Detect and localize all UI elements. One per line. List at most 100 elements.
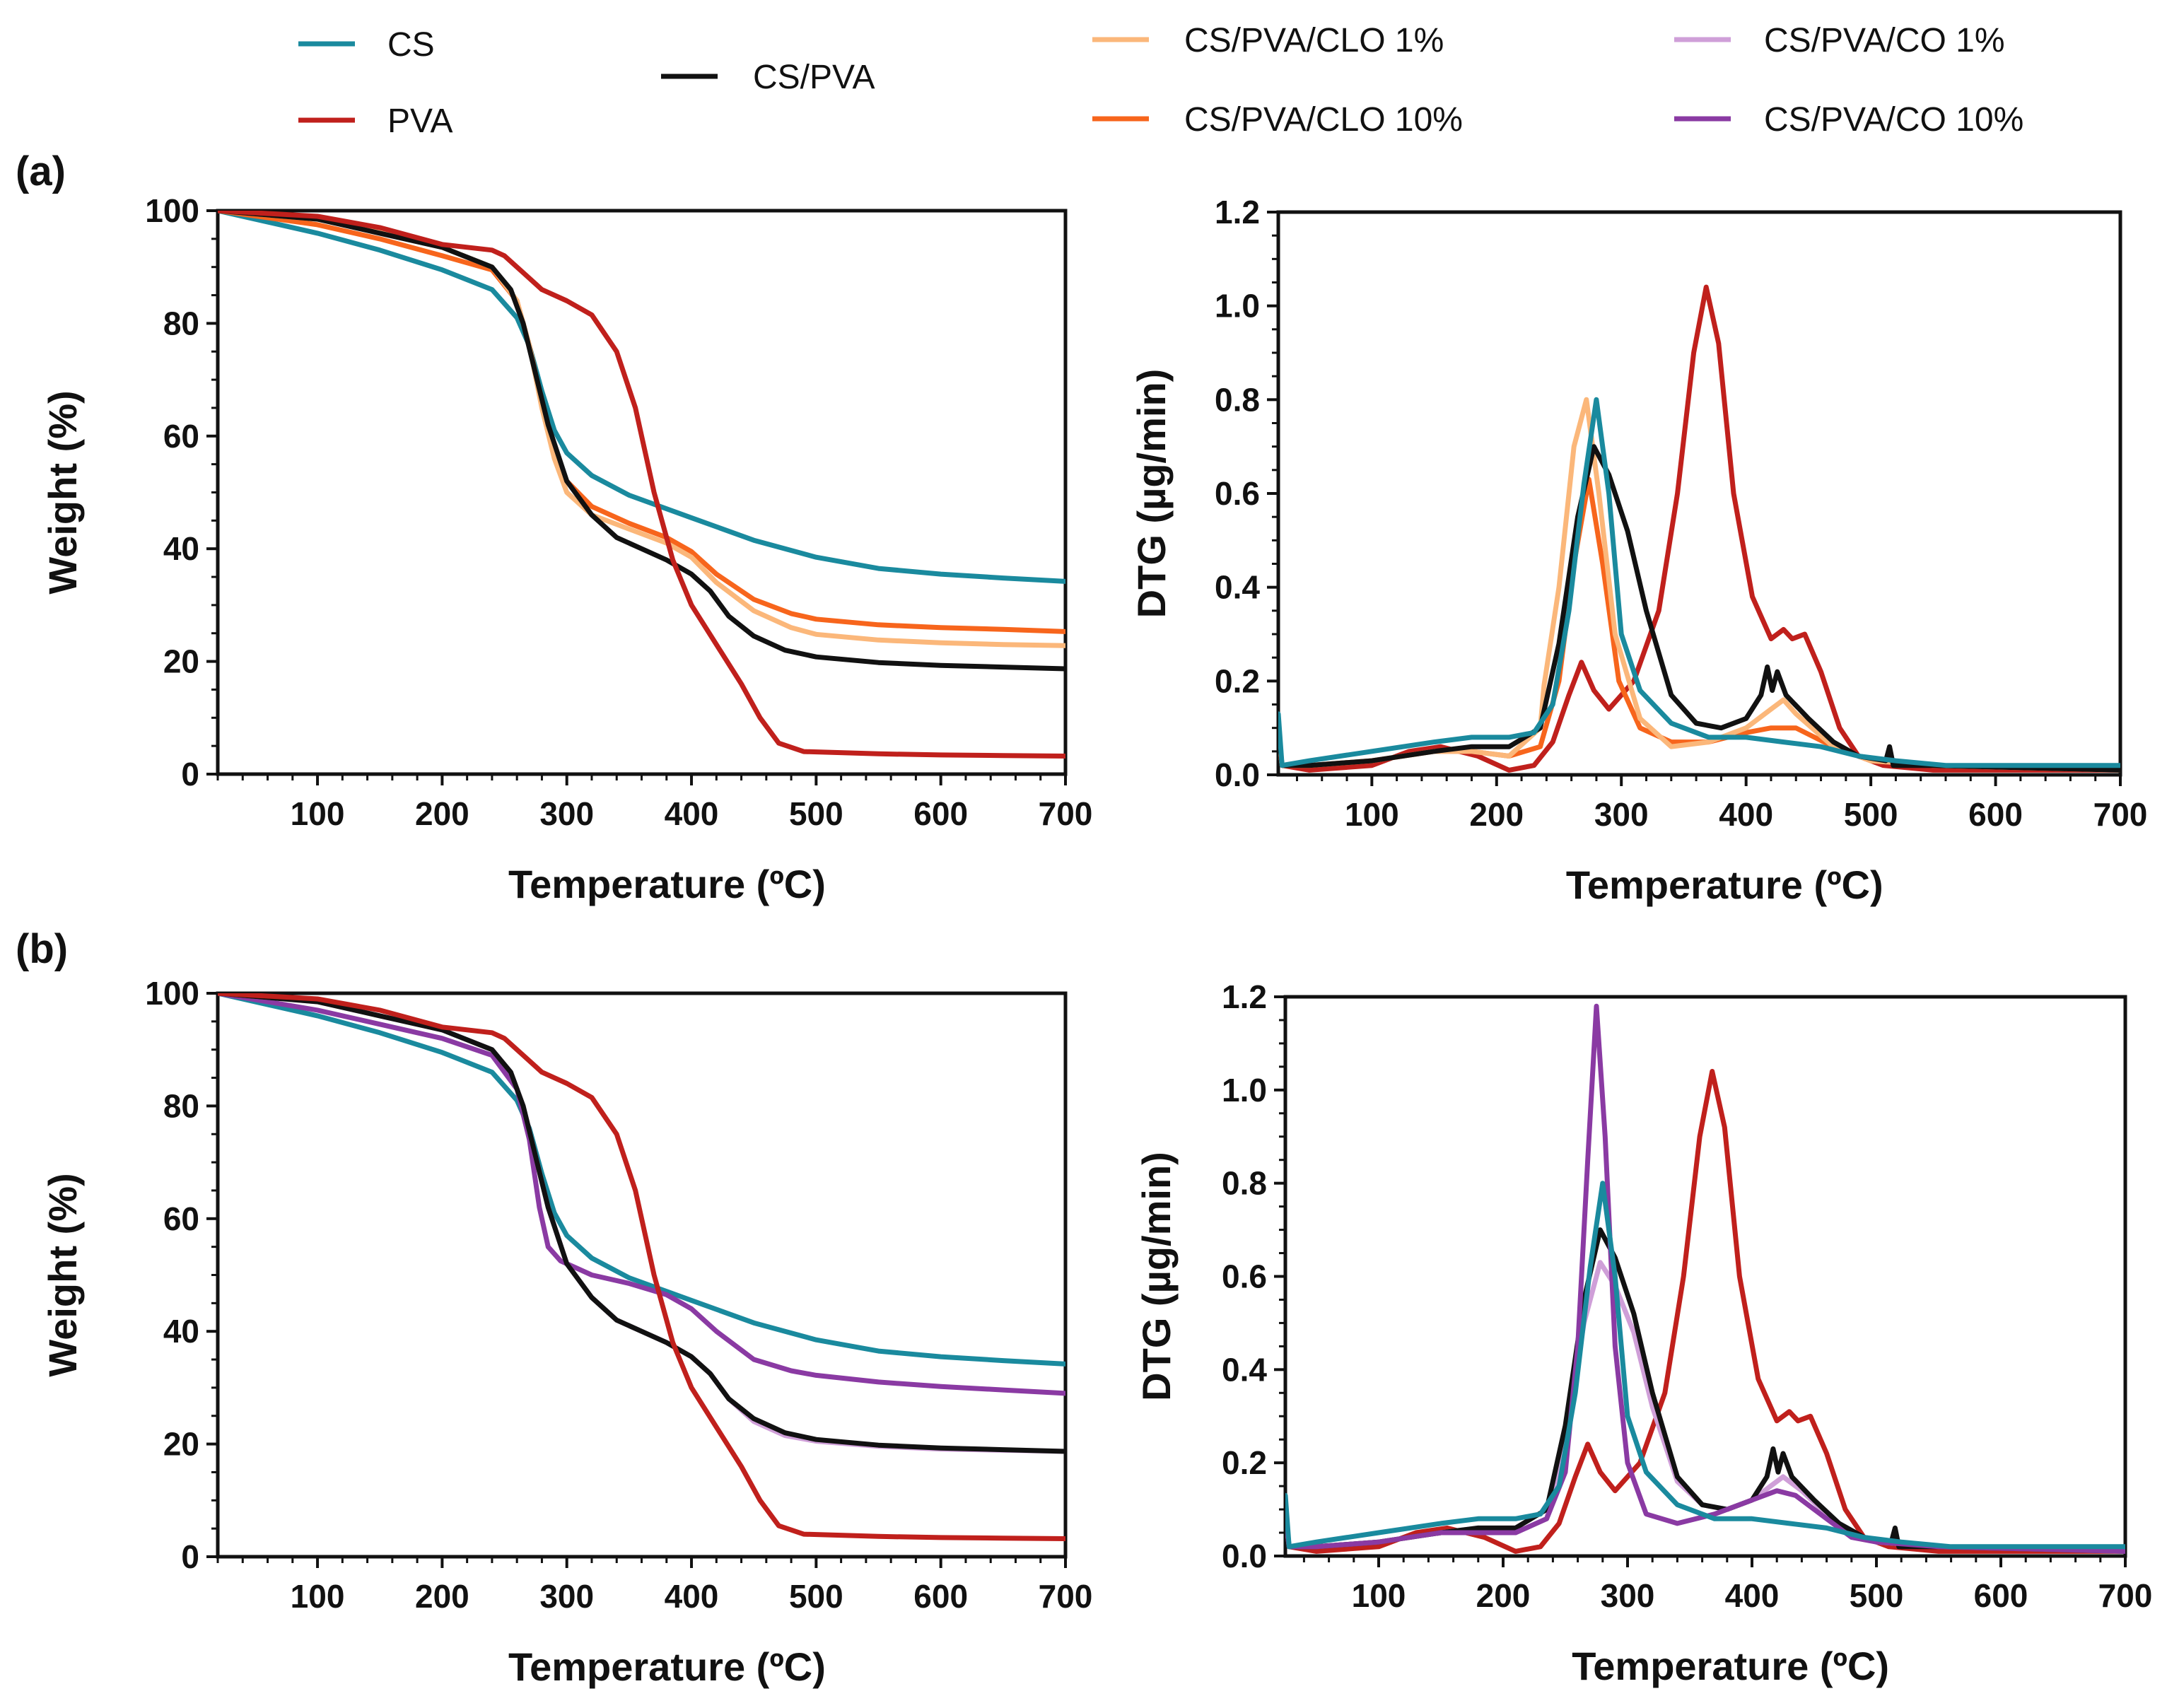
y-tick-label: 0.0 bbox=[1222, 1538, 1267, 1574]
x-axis-label: Temperature (ºC) bbox=[1572, 1644, 1889, 1688]
x-tick-label: 500 bbox=[789, 1578, 843, 1615]
legend-item-pva: PVA bbox=[298, 103, 452, 140]
x-tick-label: 500 bbox=[1844, 796, 1898, 833]
x-tick-label: 200 bbox=[1476, 1577, 1531, 1614]
y-tick-label: 20 bbox=[163, 1426, 199, 1463]
y-tick-label: 60 bbox=[163, 1200, 199, 1237]
legend-label-co10: CS/PVA/CO 10% bbox=[1764, 101, 2023, 139]
y-tick-label: 0.4 bbox=[1222, 1351, 1267, 1388]
legend-item-co1: CS/PVA/CO 1% bbox=[1674, 22, 2005, 59]
tga-chart-b: 100 200 300 400 500 600 700 0 20 40 60 80 100 Tempera… bbox=[40, 975, 1092, 1689]
plot-frame bbox=[216, 209, 1068, 776]
series-line-pva bbox=[1278, 284, 2120, 773]
y-tick-label: 100 bbox=[145, 975, 199, 1012]
y-tick-label: 0.2 bbox=[1222, 1444, 1267, 1481]
y-tick-label: 1.2 bbox=[1222, 978, 1267, 1015]
x-tick-label: 100 bbox=[1345, 796, 1399, 833]
x-tick-label: 300 bbox=[539, 795, 594, 832]
panel-label-a: (a) bbox=[16, 148, 66, 194]
x-tick-label: 500 bbox=[789, 795, 843, 832]
series-group bbox=[218, 211, 1065, 759]
legend-label-cs-pva: CS/PVA bbox=[753, 59, 875, 96]
series-group bbox=[218, 993, 1065, 1541]
series-line-cs-pva-co-10 bbox=[218, 993, 1065, 1396]
tga-chart-a: 100 200 300 400 500 600 700 0 20 40 60 80 100 Tempera… bbox=[40, 192, 1092, 906]
y-tick-label: 0.4 bbox=[1215, 569, 1260, 606]
series-line-cs bbox=[1278, 397, 2120, 768]
y-tick-label: 100 bbox=[145, 192, 199, 229]
x-tick-label: 400 bbox=[1719, 796, 1773, 833]
x-tick-label: 300 bbox=[1594, 796, 1649, 833]
series-line-pva bbox=[218, 993, 1065, 1541]
x-tick-label: 100 bbox=[291, 1578, 345, 1615]
legend-item-co10: CS/PVA/CO 10% bbox=[1674, 101, 2023, 139]
x-tick-label: 700 bbox=[2093, 796, 2148, 833]
series-group bbox=[1278, 284, 2120, 773]
series-line-cs-pva-co-1 bbox=[1285, 1260, 2125, 1554]
x-axis-label: Temperature (ºC) bbox=[1566, 862, 1883, 907]
x-tick-label: 700 bbox=[2098, 1577, 2153, 1614]
y-axis-label: DTG (µg/min) bbox=[1134, 1152, 1179, 1401]
y-tick-label: 0 bbox=[181, 1538, 199, 1575]
y-tick-label: 0.6 bbox=[1222, 1258, 1267, 1295]
y-tick-label: 1.0 bbox=[1222, 1072, 1267, 1109]
series-line-cs-pva bbox=[1285, 1227, 2125, 1554]
x-axis-label: Temperature (ºC) bbox=[508, 1644, 826, 1689]
x-tick-label: 400 bbox=[665, 795, 719, 832]
legend-item-cs-pva: CS/PVA bbox=[661, 59, 875, 96]
series-line-cs bbox=[218, 211, 1065, 584]
plot-frame bbox=[216, 991, 1068, 1559]
legend-item-cs: CS bbox=[298, 26, 435, 64]
y-tick-label: 0 bbox=[181, 756, 199, 792]
y-tick-label: 0.2 bbox=[1215, 662, 1260, 699]
series-line-cs-pva-co-10 bbox=[1285, 1003, 2125, 1554]
x-tick-label: 100 bbox=[291, 795, 345, 832]
legend-label-pva: PVA bbox=[387, 103, 452, 140]
series-line-cs bbox=[218, 993, 1065, 1367]
y-tick-label: 80 bbox=[163, 1087, 199, 1124]
legend: CS PVA CS/PVA CS/PVA/CLO 1% CS/PVA/CLO 1… bbox=[298, 22, 2023, 140]
legend-label-clo1: CS/PVA/CLO 1% bbox=[1184, 22, 1444, 59]
series-group bbox=[1285, 1003, 2125, 1554]
x-tick-label: 500 bbox=[1850, 1577, 1904, 1614]
legend-label-co1: CS/PVA/CO 1% bbox=[1764, 22, 2005, 59]
series-line-cs bbox=[1285, 1181, 2125, 1550]
legend-item-clo1: CS/PVA/CLO 1% bbox=[1092, 22, 1444, 59]
plot-frame bbox=[1276, 210, 2122, 777]
x-tick-label: 600 bbox=[1968, 796, 2023, 833]
series-line-cs-pva-clo-10 bbox=[1278, 476, 2120, 773]
x-axis-label: Temperature (ºC) bbox=[508, 862, 826, 906]
legend-label-clo10: CS/PVA/CLO 10% bbox=[1184, 101, 1463, 139]
x-tick-label: 700 bbox=[1039, 795, 1093, 832]
dtg-chart-b: 100 200 300 400 500 600 700 0.0 0.2 0.4 0.6 0.8 1.0 1… bbox=[1134, 978, 2152, 1688]
panel-label-b: (b) bbox=[16, 926, 68, 972]
x-tick-label: 200 bbox=[1469, 796, 1524, 833]
y-tick-label: 80 bbox=[163, 305, 199, 341]
y-tick-label: 40 bbox=[163, 1313, 199, 1350]
y-axis-label: DTG (µg/min) bbox=[1129, 369, 1174, 619]
x-tick-label: 400 bbox=[1725, 1577, 1780, 1614]
y-tick-label: 40 bbox=[163, 530, 199, 567]
x-tick-label: 600 bbox=[1974, 1577, 2028, 1614]
series-line-cs-pva bbox=[218, 211, 1065, 672]
x-tick-label: 200 bbox=[415, 1578, 469, 1615]
legend-label-cs: CS bbox=[387, 26, 435, 64]
y-axis-label: Weight (%) bbox=[40, 1173, 85, 1376]
x-tick-label: 600 bbox=[913, 1578, 968, 1615]
dtg-chart-a: 100 200 300 400 500 600 700 0.0 0.2 0.4 0.6 0.8 1.0 1… bbox=[1129, 194, 2147, 907]
series-line-cs-pva-clo-10 bbox=[218, 211, 1065, 634]
series-line-pva bbox=[1285, 1069, 2125, 1554]
x-tick-label: 700 bbox=[1039, 1578, 1093, 1615]
legend-item-clo10: CS/PVA/CLO 10% bbox=[1092, 101, 1463, 139]
y-tick-label: 0.0 bbox=[1215, 756, 1260, 793]
y-axis-label: Weight (%) bbox=[40, 390, 85, 594]
x-tick-label: 100 bbox=[1352, 1577, 1406, 1614]
y-tick-label: 1.2 bbox=[1215, 194, 1260, 230]
series-line-pva bbox=[218, 211, 1065, 759]
x-tick-label: 400 bbox=[665, 1578, 719, 1615]
series-line-cs-pva bbox=[1278, 444, 2120, 773]
x-tick-label: 300 bbox=[1601, 1577, 1655, 1614]
x-tick-label: 300 bbox=[539, 1578, 594, 1615]
x-tick-label: 600 bbox=[913, 795, 968, 832]
